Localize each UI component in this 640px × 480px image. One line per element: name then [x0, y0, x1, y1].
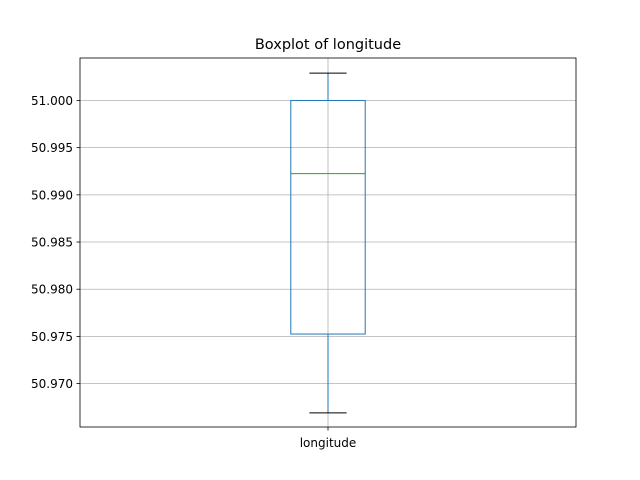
y-tick-label: 50.980	[31, 283, 73, 297]
y-tick-label: 50.995	[31, 141, 73, 155]
box-group	[290, 72, 366, 414]
y-tick-label: 50.970	[31, 377, 73, 391]
x-tick-label: longitude	[300, 436, 357, 450]
plot-frame	[79, 57, 577, 428]
grid-lines	[80, 58, 576, 427]
y-tick-label: 51.000	[31, 94, 73, 108]
iqr-box	[290, 99, 366, 335]
y-tick-label: 50.990	[31, 188, 73, 202]
y-tick-label: 50.975	[31, 330, 73, 344]
y-tick-label: 50.985	[31, 236, 73, 250]
axes: 50.970 50.975 50.980 50.985 50.990 50.995 51.0…	[31, 57, 577, 450]
chart-title: Boxplot of longitude	[255, 37, 401, 53]
